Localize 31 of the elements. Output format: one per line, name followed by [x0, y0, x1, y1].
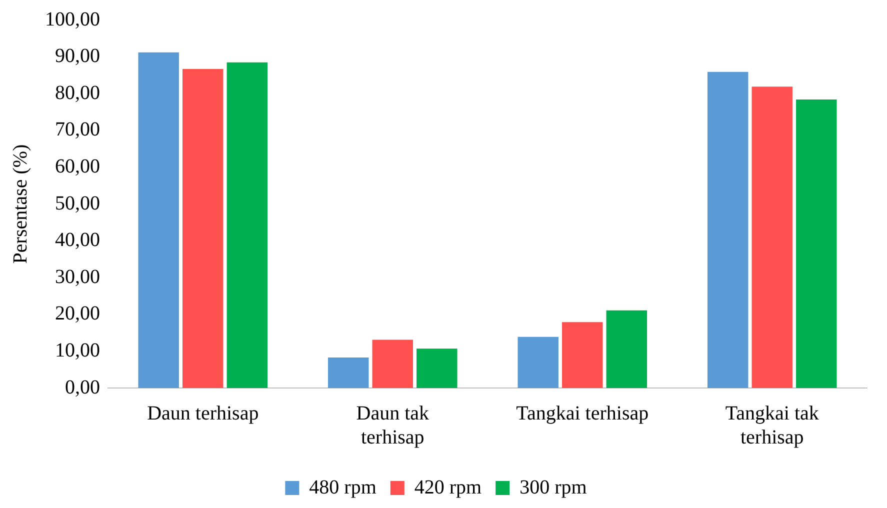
y-tick-label: 30,00	[55, 266, 100, 288]
y-tick-label: 20,00	[55, 302, 100, 325]
y-tick-label: 60,00	[55, 155, 100, 178]
y-tick-label: 70,00	[55, 118, 100, 141]
bar	[707, 72, 748, 388]
bar	[226, 62, 268, 388]
y-axis-title: Persentase (%)	[9, 144, 32, 264]
x-tick-label: Tangkai terhisap	[516, 402, 649, 424]
bar	[518, 336, 558, 388]
bar	[606, 310, 648, 388]
bar	[182, 68, 224, 388]
y-tick-label: 100,00	[45, 8, 100, 30]
y-tick-label: 90,00	[55, 45, 100, 68]
bar	[796, 99, 837, 388]
legend-label: 480 rpm	[309, 476, 377, 498]
bar	[416, 348, 458, 388]
x-tick-label: Tangkai tak terhisap	[725, 402, 819, 448]
legend-label: 420 rpm	[414, 476, 482, 498]
y-tick-label: 80,00	[55, 82, 100, 104]
bar	[138, 52, 179, 388]
bar	[562, 322, 603, 388]
x-tick-label: Daun terhisap	[147, 402, 259, 424]
legend-label: 300 rpm	[520, 476, 588, 498]
bar	[372, 340, 413, 388]
bar	[328, 357, 369, 388]
x-tick-label: Daun tak terhisap	[356, 402, 430, 448]
y-tick-label: 40,00	[55, 229, 100, 252]
y-tick-label: 10,00	[55, 339, 100, 362]
y-tick-label: 50,00	[55, 192, 100, 214]
y-tick-label: 0,00	[65, 376, 100, 398]
bar	[752, 86, 792, 388]
